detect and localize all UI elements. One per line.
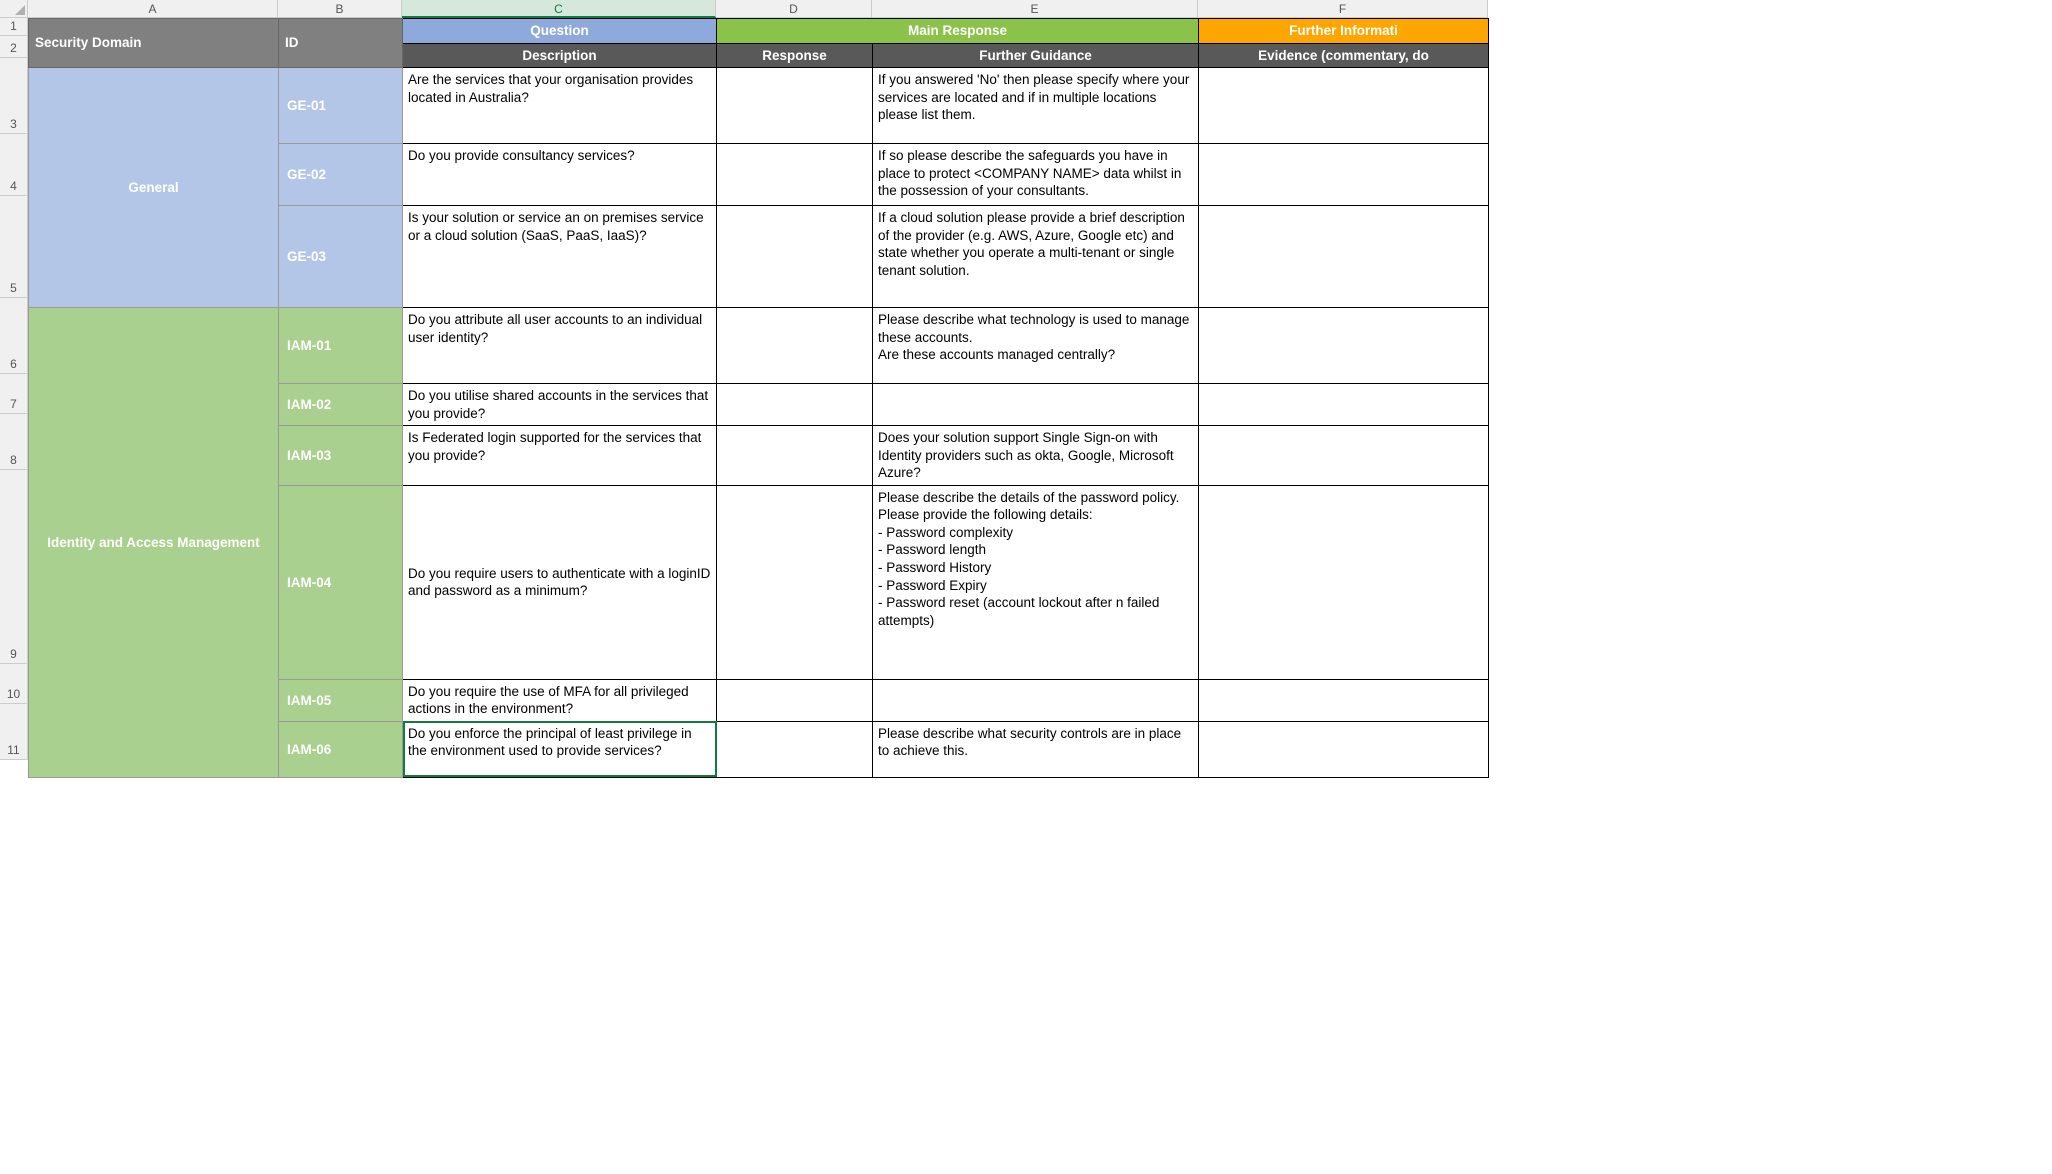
guidance-cell[interactable]: If a cloud solution please provide a bri… — [873, 206, 1199, 308]
desc-cell[interactable]: Do you attribute all user accounts to an… — [403, 308, 717, 384]
response-cell[interactable] — [717, 206, 873, 308]
response-cell[interactable] — [717, 679, 873, 721]
row-header-6[interactable]: 6 — [0, 298, 28, 374]
id-cell[interactable]: IAM-04 — [279, 485, 403, 679]
column-header-D[interactable]: D — [716, 0, 872, 18]
guidance-cell[interactable]: Please describe what security controls a… — [873, 721, 1199, 777]
header-id[interactable]: ID — [279, 19, 403, 68]
row-header-7[interactable]: 7 — [0, 374, 28, 414]
row-header-9[interactable]: 9 — [0, 470, 28, 664]
header-response[interactable]: Response — [717, 43, 873, 68]
guidance-cell[interactable]: Please describe the details of the passw… — [873, 485, 1199, 679]
response-cell[interactable] — [717, 384, 873, 426]
desc-cell[interactable]: Do you require the use of MFA for all pr… — [403, 679, 717, 721]
header-description[interactable]: Description — [403, 43, 717, 68]
guidance-cell[interactable]: Does your solution support Single Sign-o… — [873, 426, 1199, 486]
response-cell[interactable] — [717, 485, 873, 679]
id-cell[interactable]: GE-03 — [279, 206, 403, 308]
desc-cell[interactable]: Are the services that your organisation … — [403, 68, 717, 144]
spreadsheet-table[interactable]: Security Domain ID Question Main Respons… — [28, 18, 1489, 778]
row-headers: 1234567891011 — [0, 18, 28, 760]
header-question[interactable]: Question — [403, 19, 717, 44]
desc-cell[interactable]: Do you enforce the principal of least pr… — [403, 721, 717, 777]
column-header-C[interactable]: C — [402, 0, 716, 18]
response-cell[interactable] — [717, 144, 873, 206]
evidence-cell[interactable] — [1199, 485, 1489, 679]
row-header-4[interactable]: 4 — [0, 134, 28, 196]
guidance-cell[interactable]: If you answered 'No' then please specify… — [873, 68, 1199, 144]
desc-cell[interactable]: Do you utilise shared accounts in the se… — [403, 384, 717, 426]
column-header-F[interactable]: F — [1198, 0, 1488, 18]
id-cell[interactable]: IAM-05 — [279, 679, 403, 721]
column-headers: ABCDEF — [28, 0, 1488, 18]
row-header-11[interactable]: 11 — [0, 704, 28, 760]
evidence-cell[interactable] — [1199, 384, 1489, 426]
response-cell[interactable] — [717, 426, 873, 486]
id-cell[interactable]: IAM-01 — [279, 308, 403, 384]
desc-cell[interactable]: Do you provide consultancy services? — [403, 144, 717, 206]
desc-cell[interactable]: Is Federated login supported for the ser… — [403, 426, 717, 486]
id-cell[interactable]: IAM-03 — [279, 426, 403, 486]
id-cell[interactable]: GE-01 — [279, 68, 403, 144]
response-cell[interactable] — [717, 721, 873, 777]
evidence-cell[interactable] — [1199, 308, 1489, 384]
header-further-guidance[interactable]: Further Guidance — [873, 43, 1199, 68]
column-header-A[interactable]: A — [28, 0, 278, 18]
response-cell[interactable] — [717, 308, 873, 384]
evidence-cell[interactable] — [1199, 721, 1489, 777]
desc-cell[interactable]: Is your solution or service an on premis… — [403, 206, 717, 308]
guidance-cell[interactable]: Please describe what technology is used … — [873, 308, 1199, 384]
select-all-corner[interactable] — [0, 0, 28, 18]
column-header-B[interactable]: B — [278, 0, 402, 18]
row-header-3[interactable]: 3 — [0, 58, 28, 134]
guidance-cell[interactable] — [873, 679, 1199, 721]
header-security-domain[interactable]: Security Domain — [29, 19, 279, 68]
evidence-cell[interactable] — [1199, 426, 1489, 486]
guidance-cell[interactable] — [873, 384, 1199, 426]
desc-cell[interactable]: Do you require users to authenticate wit… — [403, 485, 717, 679]
evidence-cell[interactable] — [1199, 68, 1489, 144]
id-cell[interactable]: IAM-02 — [279, 384, 403, 426]
evidence-cell[interactable] — [1199, 144, 1489, 206]
header-evidence[interactable]: Evidence (commentary, do — [1199, 43, 1489, 68]
evidence-cell[interactable] — [1199, 206, 1489, 308]
column-header-E[interactable]: E — [872, 0, 1198, 18]
grid-area: Security Domain ID Question Main Respons… — [28, 18, 1489, 778]
response-cell[interactable] — [717, 68, 873, 144]
row-header-10[interactable]: 10 — [0, 664, 28, 704]
row-header-2[interactable]: 2 — [0, 36, 28, 58]
header-main-response[interactable]: Main Response — [717, 19, 1199, 44]
row-header-1[interactable]: 1 — [0, 18, 28, 36]
row-header-8[interactable]: 8 — [0, 414, 28, 470]
id-cell[interactable]: GE-02 — [279, 144, 403, 206]
evidence-cell[interactable] — [1199, 679, 1489, 721]
domain-general[interactable]: General — [29, 68, 279, 308]
domain-iam[interactable]: Identity and Access Management — [29, 308, 279, 778]
row-header-5[interactable]: 5 — [0, 196, 28, 298]
id-cell[interactable]: IAM-06 — [279, 721, 403, 777]
guidance-cell[interactable]: If so please describe the safeguards you… — [873, 144, 1199, 206]
header-further-info[interactable]: Further Informati — [1199, 19, 1489, 44]
